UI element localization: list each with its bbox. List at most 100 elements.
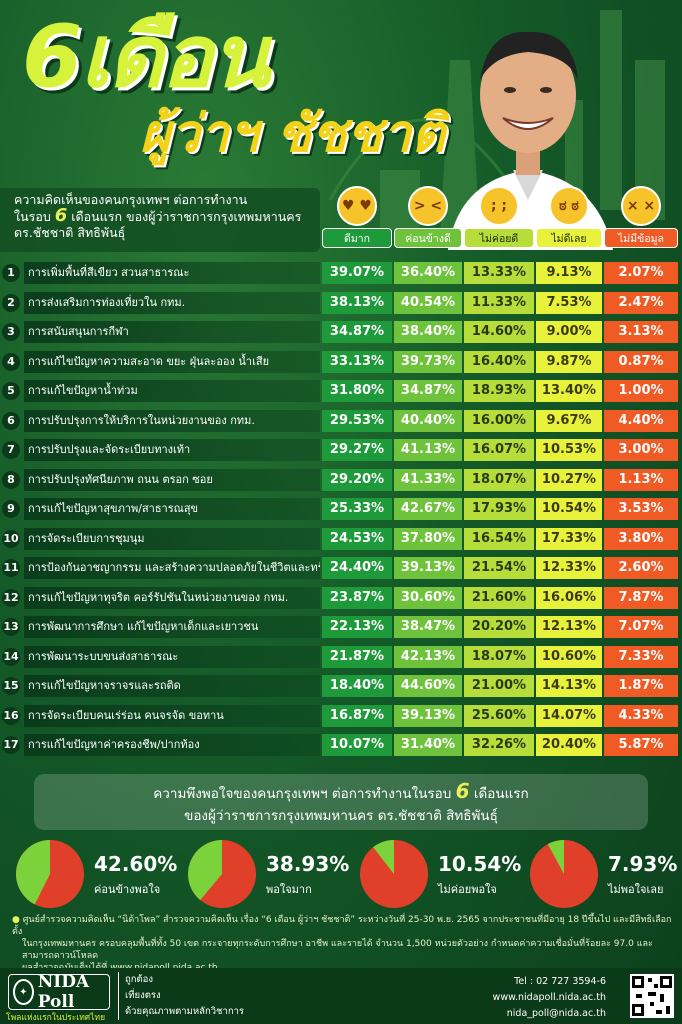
intro-line-3: ดร.ชัชชาติ สิทธิพันธุ์: [14, 225, 126, 240]
row-label: การป้องกันอาชญากรรม และสร้างความปลอดภัยใ…: [24, 557, 320, 579]
footer-tagline: โพลแห่งแรกในประเทศไทย: [6, 1013, 106, 1023]
cell-not-so-good: 16.40%: [464, 350, 534, 373]
cell-very-good: 16.87%: [322, 704, 392, 727]
logo-text: NIDA Poll: [37, 972, 90, 1012]
contact-email[interactable]: nida_poll@nida.ac.th: [506, 1008, 606, 1019]
cell-not-good: 7.53%: [536, 291, 602, 314]
cell-not-good: 17.33%: [536, 527, 602, 550]
cell-fairly-good: 36.40%: [394, 262, 462, 284]
cell-not-so-good: 21.60%: [464, 586, 534, 609]
cell-very-good: 10.07%: [322, 734, 392, 756]
cell-not-so-good: 32.26%: [464, 734, 534, 756]
cell-not-so-good: 20.20%: [464, 616, 534, 638]
cell-not-good: 12.13%: [536, 616, 602, 638]
row-number: 8: [2, 470, 20, 489]
legend-item-no-data: × × ไม่มีข้อมูล: [604, 186, 678, 248]
heart-eyes-emoji-icon: ♥ ♥: [337, 186, 377, 226]
row-label: การแก้ไขปัญหาสุขภาพ/สาธารณสุข: [24, 498, 320, 520]
cell-fairly-good: 38.47%: [394, 616, 462, 638]
pie-chart: [530, 840, 598, 908]
table-row: 9 การแก้ไขปัญหาสุขภาพ/สาธารณสุข 25.33% 42.6…: [0, 498, 682, 520]
cell-no-data: 7.33%: [604, 645, 678, 668]
methodology-note: ● ศูนย์สำรวจความคิดเห็น “นิด้าโพล” สำรวจ…: [12, 914, 672, 974]
cell-fairly-good: 41.13%: [394, 439, 462, 461]
satisfaction-title-line-1: ความพึงพอใจของคนกรุงเทพฯ ต่อการทำงานในรอ…: [153, 779, 529, 803]
cell-not-good: 9.13%: [536, 262, 602, 284]
legend-label: ไม่มีข้อมูล: [604, 228, 678, 248]
row-label: การสนับสนุนการกีฬา: [24, 321, 320, 343]
cell-fairly-good: 42.13%: [394, 645, 462, 668]
cell-very-good: 23.87%: [322, 586, 392, 609]
cell-fairly-good: 39.13%: [394, 557, 462, 579]
cell-no-data: 1.87%: [604, 675, 678, 697]
intro-line-1: ความคิดเห็นของคนกรุงเทพฯ ต่อการทำงาน: [14, 192, 248, 207]
pie-slice-value: [373, 840, 394, 874]
cell-very-good: 21.87%: [322, 645, 392, 668]
row-number: 12: [2, 588, 20, 607]
cell-very-good: 38.13%: [322, 291, 392, 314]
cell-not-so-good: 16.00%: [464, 409, 534, 432]
row-label: การจัดระเบียบการชุมนุม: [24, 527, 320, 550]
cell-fairly-good: 37.80%: [394, 527, 462, 550]
table-row: 11 การป้องกันอาชญากรรม และสร้างความปลอดภั…: [0, 557, 682, 579]
pie-label: ไม่ค่อยพอใจ: [438, 883, 497, 896]
cell-no-data: 1.00%: [604, 380, 678, 402]
note-line-2: ในกรุงเทพมหานคร ครอบคลุมพื้นที่ทั้ง 50 เ…: [22, 939, 653, 961]
row-number: 9: [2, 500, 20, 518]
row-number: 6: [2, 411, 20, 430]
pie-percent: 42.60%: [94, 852, 178, 876]
cell-no-data: 2.07%: [604, 262, 678, 284]
cell-no-data: 3.13%: [604, 321, 678, 343]
cell-no-data: 1.13%: [604, 468, 678, 491]
pie-label: ไม่พอใจเลย: [608, 883, 664, 896]
footer: ✦ NIDA Poll โพลแห่งแรกในประเทศไทย ถูกต้อ…: [0, 968, 682, 1024]
row-number: 13: [2, 618, 20, 636]
table-row: 2 การส่งเสริมการท่องเที่ยวใน กทม. 38.13% 40…: [0, 291, 682, 314]
cell-not-so-good: 25.60%: [464, 704, 534, 727]
cell-very-good: 39.07%: [322, 262, 392, 284]
cell-not-so-good: 21.54%: [464, 557, 534, 579]
cell-no-data: 5.87%: [604, 734, 678, 756]
cell-not-good: 10.54%: [536, 498, 602, 520]
pie-not-satisfied: 7.93% ไม่พอใจเลย: [528, 838, 678, 908]
cell-fairly-good: 41.33%: [394, 468, 462, 491]
cell-no-data: 7.07%: [604, 616, 678, 638]
nida-seal-icon: ✦: [13, 979, 34, 1005]
intro-six-highlight: 6: [54, 205, 68, 226]
cell-not-good: 10.60%: [536, 645, 602, 668]
cell-no-data: 3.80%: [604, 527, 678, 550]
cell-very-good: 29.20%: [322, 468, 392, 491]
cell-fairly-good: 38.40%: [394, 321, 462, 343]
footer-contact: Tel : 02 727 3594-6 www.nidapoll.nida.ac…: [493, 974, 606, 1022]
headline-title: 6เดือน: [22, 7, 270, 107]
cell-fairly-good: 34.87%: [394, 380, 462, 402]
row-number: 11: [2, 559, 20, 577]
cell-very-good: 18.40%: [322, 675, 392, 697]
cell-no-data: 3.00%: [604, 439, 678, 461]
row-number: 7: [2, 441, 20, 459]
pie-chart: [15, 840, 84, 908]
cell-no-data: 2.60%: [604, 557, 678, 579]
cell-not-good: 9.87%: [536, 350, 602, 373]
cell-no-data: 4.33%: [604, 704, 678, 727]
cell-very-good: 34.87%: [322, 321, 392, 343]
cell-fairly-good: 42.67%: [394, 498, 462, 520]
cell-not-so-good: 16.07%: [464, 439, 534, 461]
pie-chart: [188, 840, 256, 908]
cell-not-good: 14.13%: [536, 675, 602, 697]
table-row: 8 การปรับปรุงทัศนียภาพ ถนน ตรอก ซอย 29.20%…: [0, 468, 682, 491]
row-label: การพัฒนาระบบขนส่งสาธารณะ: [24, 645, 320, 668]
row-number: 3: [2, 323, 20, 341]
cell-fairly-good: 30.60%: [394, 586, 462, 609]
row-label: การปรับปรุงและจัดระเบียบทางเท้า: [24, 439, 320, 461]
contact-web[interactable]: www.nidapoll.nida.ac.th: [492, 992, 606, 1003]
row-number: 16: [2, 706, 20, 725]
headline-subtitle: ผู้ว่าฯ ชัชชาติ: [140, 104, 446, 164]
pie-chart: [360, 840, 428, 908]
table-row: 10 การจัดระเบียบการชุมนุม 24.53% 37.80% 16.5…: [0, 527, 682, 550]
cell-very-good: 24.53%: [322, 527, 392, 550]
table-row: 5 การแก้ไขปัญหาน้ำท่วม 31.80% 34.87% 18.93% 1…: [0, 380, 682, 402]
cell-very-good: 24.40%: [322, 557, 392, 579]
qr-code-icon[interactable]: [630, 974, 674, 1018]
pie-fairly-satisfied: 42.60% ค่อนข้างพอใจ: [14, 838, 177, 908]
